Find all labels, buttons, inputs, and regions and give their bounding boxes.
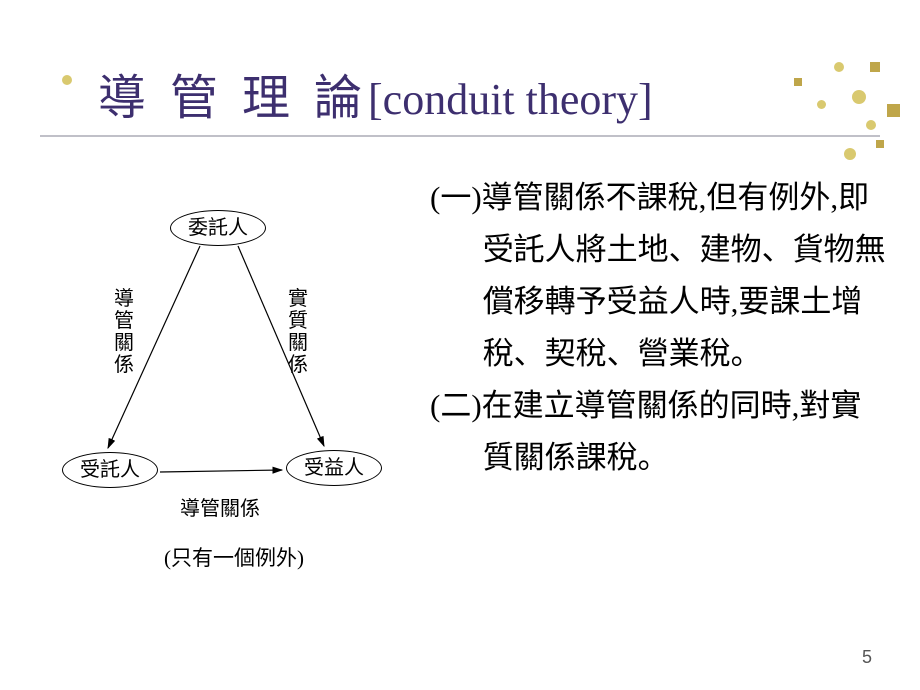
diagram: 委託人 受託人 受益人 導管關係 實質關係 導管關係 (只有一個例外) [40, 200, 420, 620]
diagram-note: (只有一個例外) [164, 542, 304, 572]
para-2: (二)在建立導管關係的同時,對實質關係課稅。 [430, 380, 890, 484]
body-text: (一)導管關係不課稅,但有例外,即受託人將土地、建物、貨物無償移轉予受益人時,要… [430, 172, 890, 484]
node-bottom-left: 受託人 [62, 452, 158, 488]
edge-left-label: 導管關係 [114, 288, 134, 376]
node-top: 委託人 [170, 210, 266, 246]
node-br-label: 受益人 [304, 457, 364, 479]
title-underline [40, 135, 880, 137]
para-1: (一)導管關係不課稅,但有例外,即受託人將土地、建物、貨物無償移轉予受益人時,要… [430, 172, 890, 380]
decor-square-1 [870, 62, 880, 72]
decor-bullet-4 [844, 148, 856, 160]
node-top-label: 委託人 [188, 217, 248, 239]
decor-square-2 [887, 104, 900, 117]
title-main: 導 管 理 論 [98, 72, 368, 125]
decor-square-3 [876, 140, 884, 148]
node-bottom-right: 受益人 [286, 450, 382, 486]
page-title: 導 管 理 論[conduit theory] [98, 72, 653, 125]
title-bullet [62, 75, 72, 85]
edge-right-label: 實質關係 [288, 288, 308, 376]
page-number: 5 [862, 647, 872, 668]
title-sub: [conduit theory] [368, 75, 653, 124]
decor-bullet-3 [866, 120, 876, 130]
node-bl-label: 受託人 [80, 459, 140, 481]
edge-bottom-label: 導管關係 [180, 492, 260, 521]
